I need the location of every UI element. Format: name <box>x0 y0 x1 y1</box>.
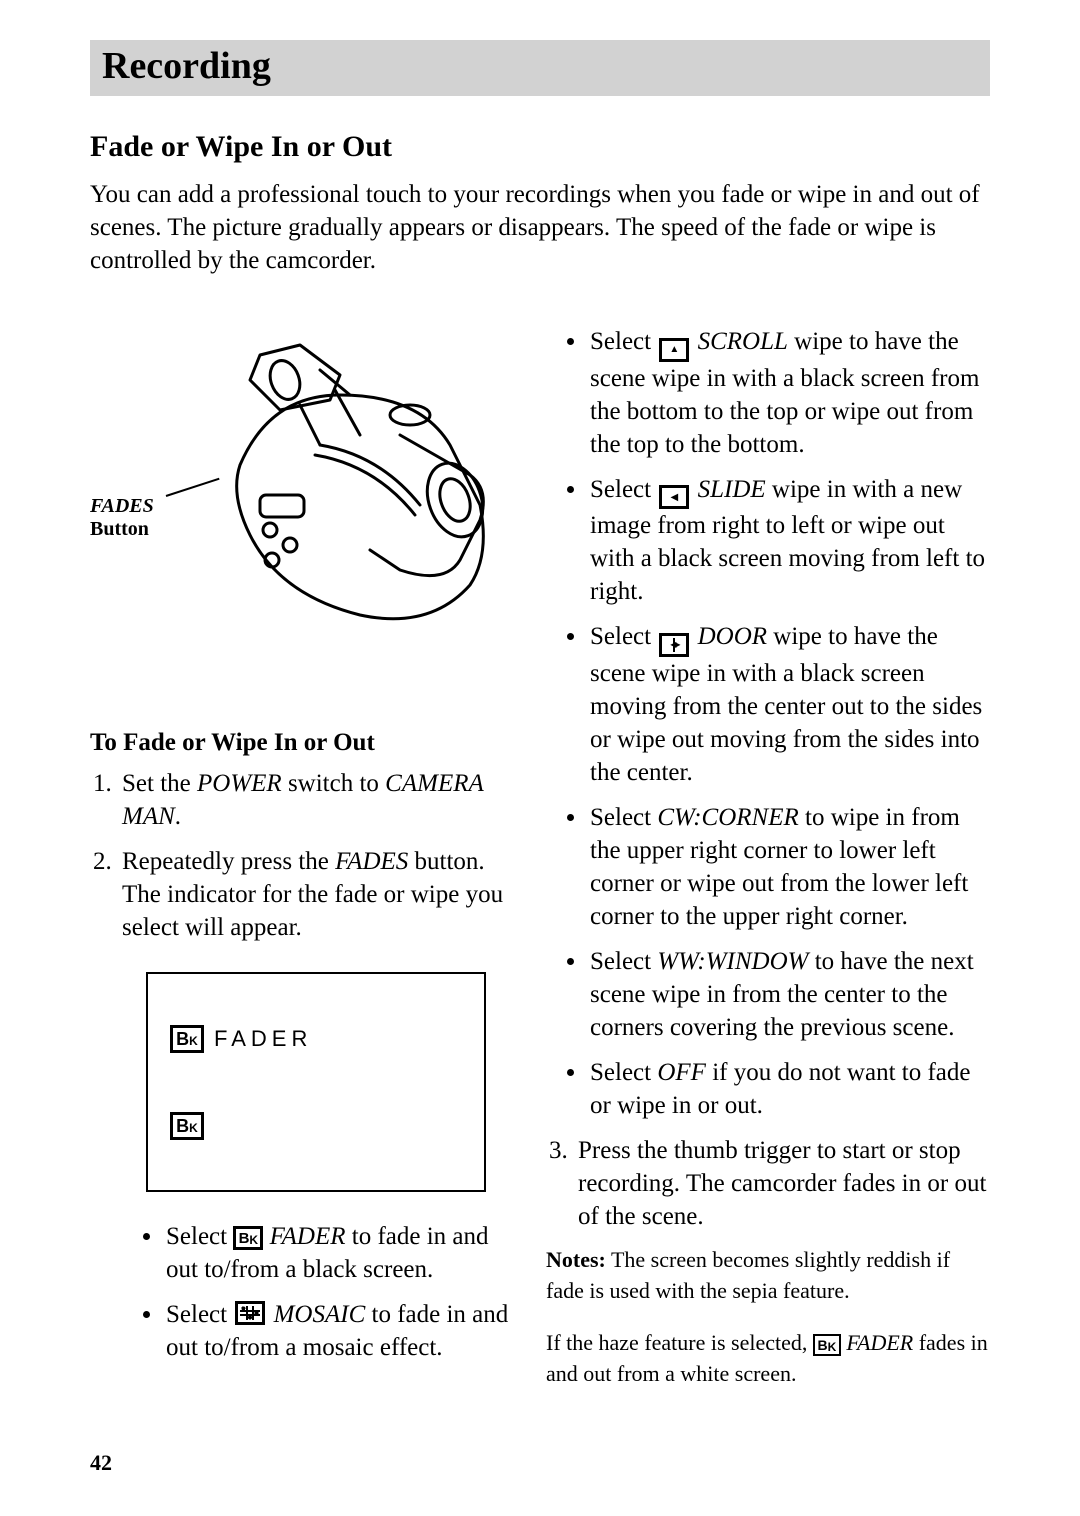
bk-letter: B <box>239 1231 250 1246</box>
chapter-header: Recording <box>90 40 990 96</box>
bullet-em: DOOR <box>691 623 767 650</box>
option-mosaic: Select MOSAIC to fade in and out to/from… <box>164 1298 510 1364</box>
note-text: If the haze feature is selected, <box>546 1330 813 1355</box>
fade-options-left: Select BK FADER to fade in and out to/fr… <box>122 1220 510 1364</box>
option-fader: Select BK FADER to fade in and out to/fr… <box>164 1220 510 1286</box>
bullet-text: Select <box>590 804 657 831</box>
note-text: The screen becomes slightly reddish if f… <box>546 1247 950 1302</box>
bk-icon: BK <box>170 1025 204 1053</box>
lcd-text: FADER <box>214 1024 312 1053</box>
callout-line2: Button <box>90 518 154 541</box>
lcd-display-figure: BK FADER BK <box>146 972 486 1192</box>
step-3: Press the thumb trigger to start or stop… <box>574 1134 990 1233</box>
option-slide: Select SLIDE wipe in with a new image fr… <box>588 473 990 609</box>
bk-inline-icon: BK <box>813 1334 841 1356</box>
bullet-em: WW:WINDOW <box>657 948 808 975</box>
notes-label: Notes: <box>546 1247 606 1272</box>
lcd-row: BK <box>170 1109 462 1142</box>
option-off: Select OFF if you do not want to fade or… <box>588 1056 990 1122</box>
slide-icon <box>659 485 689 509</box>
bk-letter: B <box>818 1338 828 1352</box>
bullet-text: Select <box>590 1059 657 1086</box>
procedure-steps: Set the POWER switch to CAMERA MAN. Repe… <box>90 767 510 1364</box>
step-text: . <box>175 803 181 830</box>
step-em: POWER <box>197 770 282 797</box>
step-text: Repeatedly press the <box>122 848 335 875</box>
bullet-text: Select <box>166 1301 233 1328</box>
bk-icon: BK <box>170 1112 204 1140</box>
step-em: FADES <box>335 848 408 875</box>
section-intro: You can add a professional touch to your… <box>90 178 990 277</box>
option-corner: Select CW:CORNER to wipe in from the upp… <box>588 801 990 933</box>
step-text: switch to <box>282 770 385 797</box>
bullet-em: SLIDE <box>691 476 765 503</box>
bullet-em: MOSAIC <box>267 1301 365 1328</box>
bk-sub: K <box>189 1035 198 1047</box>
procedure-heading: To Fade or Wipe In or Out <box>90 729 510 757</box>
mosaic-icon <box>235 1301 265 1325</box>
option-scroll: Select SCROLL wipe to have the scene wip… <box>588 325 990 461</box>
bullet-text: Select <box>590 328 657 355</box>
fades-button-callout: FADES Button <box>90 495 154 541</box>
page-number: 42 <box>90 1450 112 1476</box>
option-door: Select DOOR wipe to have the scene wipe … <box>588 620 990 789</box>
wipe-options-right: Select SCROLL wipe to have the scene wip… <box>546 325 990 1122</box>
bullet-em: OFF <box>657 1059 706 1086</box>
bk-sub: K <box>249 1234 258 1246</box>
bk-inline-icon: BK <box>233 1226 263 1250</box>
camcorder-figure: FADES Button <box>90 335 510 685</box>
bullet-text: Select <box>590 623 657 650</box>
door-icon <box>659 633 689 657</box>
callout-line1: FADES <box>90 495 154 518</box>
bullet-em: SCROLL <box>691 328 788 355</box>
bullet-text: Select <box>166 1223 233 1250</box>
bullet-text: Select <box>590 476 657 503</box>
two-column-layout: FADES Button To Fade or Wipe In or Out S… <box>90 325 990 1411</box>
bullet-em: CW:CORNER <box>657 804 798 831</box>
scroll-icon <box>659 338 689 362</box>
bullet-text: Select <box>590 948 657 975</box>
bk-sub: K <box>828 1341 837 1353</box>
note-em: FADER <box>841 1330 913 1355</box>
manual-page: Recording Fade or Wipe In or Out You can… <box>0 0 1080 1516</box>
section-title: Fade or Wipe In or Out <box>90 130 990 164</box>
step-2: Repeatedly press the FADES button. The i… <box>118 845 510 1364</box>
step-text: Set the <box>122 770 197 797</box>
right-column: Select SCROLL wipe to have the scene wip… <box>546 325 990 1411</box>
option-window: Select WW:WINDOW to have the next scene … <box>588 945 990 1044</box>
lcd-row: BK FADER <box>170 1024 462 1053</box>
procedure-steps-cont: Press the thumb trigger to start or stop… <box>546 1134 990 1233</box>
camcorder-illustration-icon <box>200 335 500 655</box>
bk-sub: K <box>189 1122 198 1134</box>
bk-letter: B <box>176 1117 189 1135</box>
left-column: FADES Button To Fade or Wipe In or Out S… <box>90 325 510 1411</box>
bullet-em: FADER <box>263 1223 345 1250</box>
notes-block: Notes: The screen becomes slightly reddi… <box>546 1245 990 1306</box>
chapter-title: Recording <box>102 44 978 88</box>
step-1: Set the POWER switch to CAMERA MAN. <box>118 767 510 833</box>
bk-letter: B <box>176 1030 189 1048</box>
notes-block-2: If the haze feature is selected, BK FADE… <box>546 1328 990 1389</box>
